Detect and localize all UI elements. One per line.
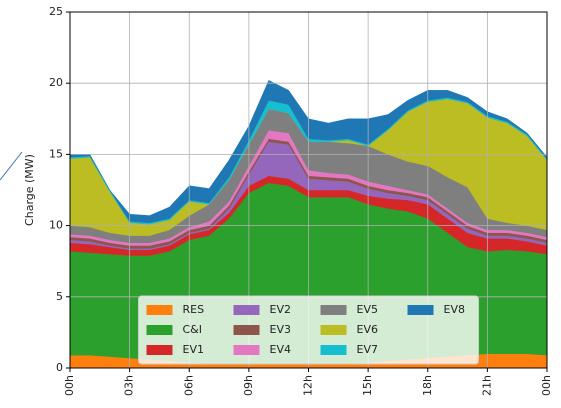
legend-swatch	[407, 305, 434, 315]
x-tick-label: 00h	[63, 375, 76, 396]
legend-label: C&I	[183, 323, 203, 336]
plot-frame	[69, 11, 548, 369]
y-tick-label: 10	[49, 219, 63, 232]
x-tick-label: 00h	[540, 375, 553, 396]
stray-line	[0, 151, 23, 181]
x-tick-label: 18h	[421, 375, 434, 396]
legend-label: EV2	[270, 303, 291, 316]
legend-label: RES	[183, 303, 205, 316]
legend-label: EV5	[357, 303, 378, 316]
legend-label: EV8	[444, 303, 465, 316]
x-tick-label: 03h	[123, 375, 136, 396]
y-tick-label: 5	[56, 290, 63, 303]
legend-swatch	[320, 345, 347, 355]
y-axis-label: Charge (MW)	[23, 154, 36, 226]
legend-swatch	[146, 345, 173, 355]
y-tick-label: 0	[56, 361, 63, 374]
legend-label: EV6	[357, 323, 378, 336]
x-tick-label: 12h	[302, 375, 315, 396]
legend-swatch	[233, 305, 260, 315]
legend-swatch	[233, 325, 260, 335]
y-tick-label: 20	[49, 76, 63, 89]
legend-label: EV1	[183, 343, 204, 356]
legend-swatch	[146, 305, 173, 315]
legend-swatch	[320, 325, 347, 335]
x-tick-label: 21h	[480, 375, 493, 396]
legend-label: EV4	[270, 343, 291, 356]
legend-box	[138, 295, 479, 365]
legend: RES C&I EV1 EV2 EV3 EV4 EV5 EV6 EV7 EV8	[138, 295, 479, 365]
x-tick-label: 06h	[182, 375, 195, 396]
y-tick-label: 25	[49, 5, 63, 18]
legend-label: EV7	[357, 343, 378, 356]
x-tick-label: 15h	[361, 375, 374, 396]
legend-swatch	[233, 345, 260, 355]
y-tick-label: 15	[49, 147, 63, 160]
legend-swatch	[320, 305, 347, 315]
x-tick-label: 09h	[242, 375, 255, 396]
legend-label: EV3	[270, 323, 291, 336]
legend-swatch	[146, 325, 173, 335]
